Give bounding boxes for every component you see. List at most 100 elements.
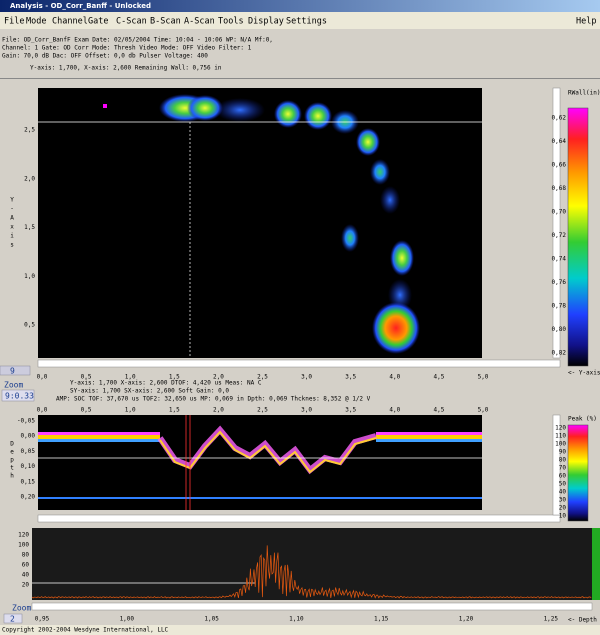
menu-item[interactable]: A-Scan [184,17,215,27]
y-tick-label: 0,10 [21,463,36,470]
y-tick-label: 100 [18,542,29,549]
colorbar-label: 0,74 [552,256,567,263]
axis-note: <- Depth [568,617,597,624]
colorbar-title: Peak (%) [568,416,597,423]
menu-item[interactable]: Mode [26,17,46,27]
x-tick-label: 0,5 [81,374,92,381]
colorbar-label: 0,78 [552,303,567,310]
ascan-waveform [31,545,592,599]
ascan-plot [32,528,592,600]
x-tick-label: 1,15 [374,616,389,623]
header-line: File: OD_Corr_BanfF Exam Date: 02/05/200… [2,37,273,44]
zoom-value[interactable]: 9:0.33 [5,392,34,401]
y-axis-label: t [10,465,14,472]
x-tick-label: 4,0 [389,407,400,414]
colorbar-label: 0,82 [552,350,567,357]
colorbar-label: 20 [559,505,567,512]
ascan-zoom-label: Zoom [12,604,31,613]
x-tick-label: 2,0 [213,374,224,381]
menu-item[interactable]: Help [576,17,596,27]
colorbar-label: 0,76 [552,279,567,286]
colorbar-label: 60 [559,473,567,480]
y-tick-label: 2,0 [24,175,35,182]
bscan-plot [38,415,482,510]
bscan-image [38,425,482,499]
menu-item[interactable]: Display [248,17,284,27]
x-tick-label: 4,0 [389,374,400,381]
y-tick-label: 0,05 [21,448,36,455]
menu-item[interactable]: File [4,17,24,27]
menu-bar [0,12,600,29]
y-tick-label: 0,15 [21,478,36,485]
y-axis-label: p [10,457,14,464]
colorbar-label: 10 [559,513,567,520]
zoom-label: Zoom [4,381,23,390]
x-tick-label: 1,00 [120,616,135,623]
x-tick-label: 1,5 [169,374,180,381]
x-tick-label: 1,25 [544,616,559,623]
footer: Copyright 2002-2004 Wesdyne Internationa… [2,627,169,634]
menu-item[interactable]: Tools [218,17,244,27]
colorbar-label: 0,72 [552,232,567,239]
y-tick-label: 20 [22,582,30,589]
menu-item[interactable]: C-Scan [116,17,147,27]
x-tick-label: 1,0 [125,374,136,381]
colorbar-label: 0,64 [552,138,567,145]
x-tick-label: 1,20 [459,616,474,623]
x-tick-label: 2,0 [213,407,224,414]
colorbar-label: 100 [555,441,566,448]
title-bar [0,0,600,12]
y-tick-label: 0,5 [24,322,35,329]
header-line: Channel: 1 Gate: OD Corr Mode: Thresh Vi… [2,45,252,52]
x-tick-label: 1,5 [169,407,180,414]
cursor-info: Y-axis: 1,700, X-axis: 2,600 Remaining W… [30,65,222,72]
colorbar-label: 70 [559,465,567,472]
x-tick-label: 1,0 [125,407,136,414]
colorbar-label: 0,68 [552,185,567,192]
bscan-info: SY-axis: 1,700 SX-axis: 2,600 Soft Gain:… [70,388,229,395]
y-axis-label: A [10,215,14,222]
colorbar-title: RWall(in) [568,90,600,97]
colorbar [567,107,589,367]
x-tick-label: 5,0 [478,407,489,414]
colorbar-label: 0,70 [552,209,567,216]
y-tick-label: 1,5 [24,224,35,231]
menu-item[interactable]: Gate [88,17,108,27]
y-tick-label: -0,05 [17,418,35,425]
y-axis-label: D [10,441,14,448]
ascan-zoom-value[interactable]: 2 [10,615,15,624]
colorbar-label: 110 [555,433,566,440]
x-tick-label: 3,0 [301,374,312,381]
cscan-image [103,94,420,354]
colorbar-label: 0,66 [552,162,567,169]
x-tick-label: 5,0 [478,374,489,381]
colorbar-label: 0,62 [552,115,567,122]
x-tick-label: 3,5 [345,407,356,414]
x-tick-label: 0,5 [81,407,92,414]
y-axis-label: s [10,242,14,249]
menu-item[interactable]: Settings [286,17,327,27]
colorbar-label: 40 [559,489,567,496]
x-tick-label: 4,5 [433,407,444,414]
menu-item[interactable]: B-Scan [150,17,181,27]
x-tick-label: 3,0 [301,407,312,414]
y-tick-label: 0,20 [21,494,36,501]
y-tick-label: 2,5 [24,127,35,134]
y-axis-label: - [10,206,14,213]
x-tick-label: 1,10 [289,616,304,623]
y-axis-label: e [10,449,14,456]
y-tick-label: 0,00 [21,433,36,440]
x-tick-label: 1,05 [204,616,219,623]
colorbar-label: 80 [559,457,567,464]
x-tick-label: 0,0 [37,374,48,381]
colorbar-label: 30 [559,497,567,504]
menu-item[interactable]: Channel [52,17,88,27]
zoom-index: 9 [10,367,15,376]
x-tick-label: 2,5 [257,407,268,414]
colorbar-label: 0,80 [552,326,567,333]
colorbar-label: 50 [559,481,567,488]
header-line: Gain: 70,0 dB Dac: OFF Offset: 0,0 db Pu… [2,53,208,60]
window-title: Analysis - OD_Corr_Banff - Unlocked [10,2,151,10]
